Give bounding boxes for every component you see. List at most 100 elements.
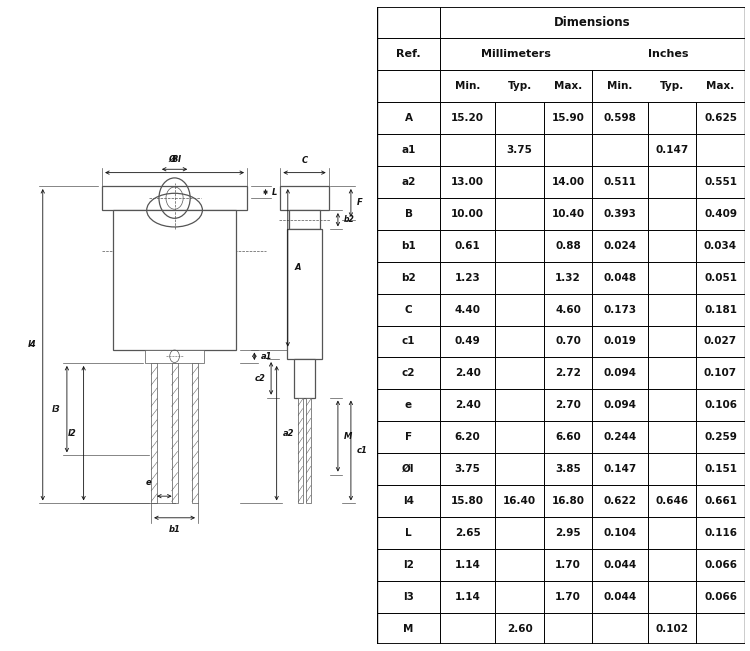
Bar xyxy=(192,363,198,503)
Text: 1.32: 1.32 xyxy=(555,273,581,283)
Text: 0.244: 0.244 xyxy=(604,432,637,442)
Text: M: M xyxy=(344,432,352,441)
Text: 1.70: 1.70 xyxy=(555,592,581,602)
Text: Inches: Inches xyxy=(648,49,688,59)
Bar xyxy=(286,229,322,359)
Text: 0.107: 0.107 xyxy=(704,368,737,378)
Text: F: F xyxy=(356,199,362,208)
Bar xyxy=(306,398,310,503)
Text: 0.393: 0.393 xyxy=(604,209,637,219)
Text: Typ.: Typ. xyxy=(660,81,684,91)
Text: 0.88: 0.88 xyxy=(555,241,581,251)
Text: l4: l4 xyxy=(403,496,414,506)
Text: 15.90: 15.90 xyxy=(551,113,584,123)
Text: L: L xyxy=(405,528,412,538)
Bar xyxy=(145,350,204,363)
Text: 4.60: 4.60 xyxy=(555,305,581,314)
Text: l3: l3 xyxy=(52,405,60,413)
Text: 0.034: 0.034 xyxy=(704,241,737,251)
Text: Ø I: Ø I xyxy=(168,154,182,163)
Text: 0.49: 0.49 xyxy=(454,337,481,346)
Text: 0.066: 0.066 xyxy=(704,592,737,602)
Text: 0.625: 0.625 xyxy=(704,113,737,123)
Text: 2.40: 2.40 xyxy=(454,368,481,378)
Text: 0.622: 0.622 xyxy=(604,496,637,506)
Text: 2.65: 2.65 xyxy=(454,528,481,538)
Text: 1.70: 1.70 xyxy=(555,560,581,570)
Text: 0.019: 0.019 xyxy=(604,337,637,346)
Text: l2: l2 xyxy=(68,429,77,437)
Text: 4.40: 4.40 xyxy=(454,305,481,314)
Text: 0.147: 0.147 xyxy=(656,145,688,155)
Text: 0.173: 0.173 xyxy=(604,305,637,314)
Text: 0.051: 0.051 xyxy=(704,273,737,283)
Text: c1: c1 xyxy=(356,446,368,455)
Text: 0.511: 0.511 xyxy=(604,177,637,187)
Text: 1.14: 1.14 xyxy=(454,592,481,602)
Text: 0.106: 0.106 xyxy=(704,400,737,410)
Text: M: M xyxy=(404,624,414,633)
Text: 0.551: 0.551 xyxy=(704,177,737,187)
Text: 0.027: 0.027 xyxy=(704,337,737,346)
Bar xyxy=(289,210,320,229)
Text: C: C xyxy=(302,156,307,165)
Text: a1: a1 xyxy=(261,352,272,361)
Text: 15.20: 15.20 xyxy=(451,113,484,123)
Text: l3: l3 xyxy=(403,592,414,602)
Text: 0.094: 0.094 xyxy=(604,400,637,410)
Text: a2: a2 xyxy=(401,177,416,187)
Text: 14.00: 14.00 xyxy=(551,177,584,187)
Text: 0.066: 0.066 xyxy=(704,560,737,570)
Text: 0.409: 0.409 xyxy=(704,209,737,219)
Text: 10.40: 10.40 xyxy=(551,209,584,219)
Text: 2.60: 2.60 xyxy=(507,624,532,633)
Text: A: A xyxy=(295,263,301,272)
Text: a2: a2 xyxy=(284,429,295,437)
Text: l2: l2 xyxy=(403,560,414,570)
Bar xyxy=(152,363,157,503)
Text: 13.00: 13.00 xyxy=(451,177,484,187)
Text: F: F xyxy=(405,432,412,442)
Text: 0.61: 0.61 xyxy=(454,241,481,251)
Bar xyxy=(172,363,178,503)
Bar xyxy=(294,359,315,398)
Text: 0.048: 0.048 xyxy=(604,273,637,283)
Text: Ref.: Ref. xyxy=(396,49,421,59)
Text: A: A xyxy=(404,113,412,123)
Text: 0.661: 0.661 xyxy=(704,496,737,506)
Text: 0.116: 0.116 xyxy=(704,528,737,538)
Text: b2: b2 xyxy=(401,273,416,283)
Text: Max.: Max. xyxy=(706,81,735,91)
Text: Min.: Min. xyxy=(608,81,633,91)
Text: Max.: Max. xyxy=(554,81,582,91)
Text: c2: c2 xyxy=(402,368,416,378)
Text: 0.70: 0.70 xyxy=(555,337,581,346)
Text: 1.23: 1.23 xyxy=(454,273,481,283)
Text: a1: a1 xyxy=(401,145,416,155)
Text: 6.60: 6.60 xyxy=(555,432,581,442)
Text: 0.044: 0.044 xyxy=(604,592,637,602)
Text: 0.024: 0.024 xyxy=(604,241,637,251)
Bar xyxy=(280,186,328,210)
Text: c1: c1 xyxy=(402,337,416,346)
Text: 3.75: 3.75 xyxy=(454,464,481,474)
Bar xyxy=(298,398,303,503)
Text: 15.80: 15.80 xyxy=(451,496,484,506)
Text: Min.: Min. xyxy=(455,81,480,91)
Bar xyxy=(113,210,236,350)
Text: 2.72: 2.72 xyxy=(555,368,581,378)
Text: B: B xyxy=(171,155,178,164)
Text: l4: l4 xyxy=(27,340,36,349)
Text: 2.70: 2.70 xyxy=(555,400,581,410)
Text: Dimensions: Dimensions xyxy=(554,16,631,29)
Text: 0.181: 0.181 xyxy=(704,305,737,314)
Text: 0.598: 0.598 xyxy=(604,113,637,123)
Text: ØI: ØI xyxy=(402,464,415,474)
Text: 3.75: 3.75 xyxy=(507,145,532,155)
Text: 3.85: 3.85 xyxy=(555,464,581,474)
Text: 0.259: 0.259 xyxy=(704,432,737,442)
Text: b1: b1 xyxy=(401,241,416,251)
Text: e: e xyxy=(146,478,152,486)
Text: 10.00: 10.00 xyxy=(451,209,484,219)
Text: 0.646: 0.646 xyxy=(656,496,688,506)
